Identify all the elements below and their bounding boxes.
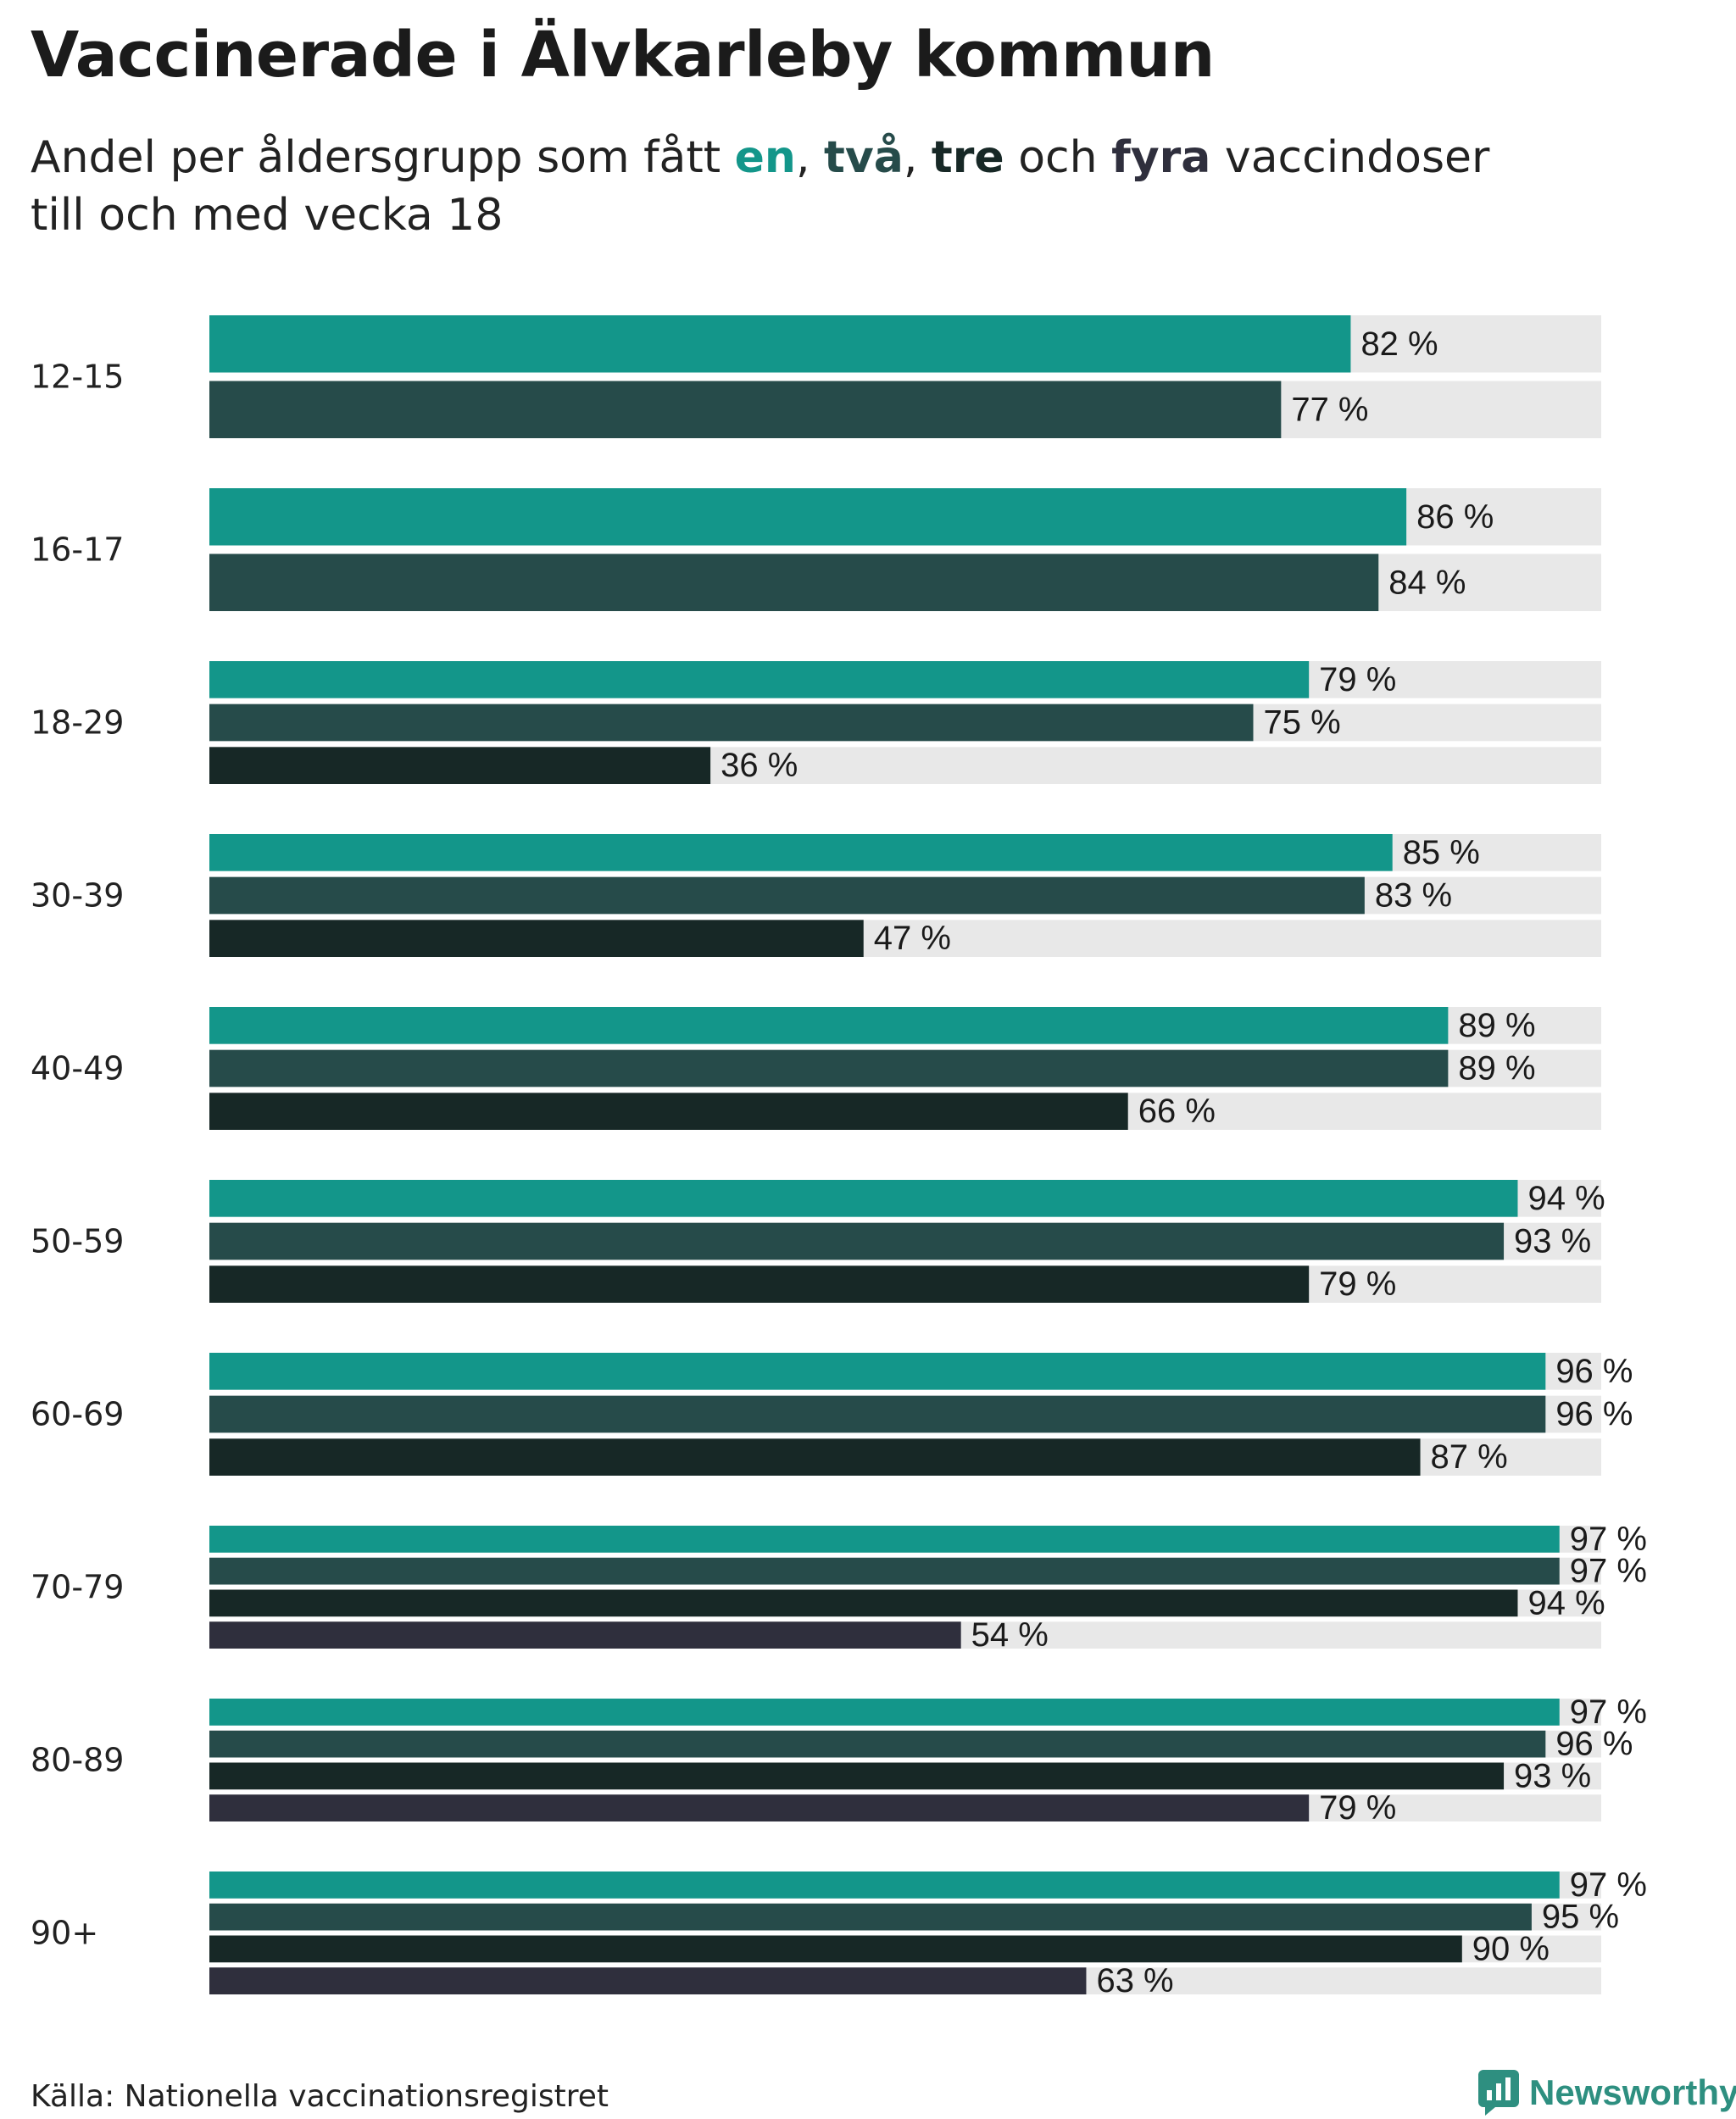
data-label: 79 %: [1319, 1265, 1396, 1303]
data-label: 96 %: [1555, 1353, 1633, 1390]
bar-chart: 12-15 82 % 77 % 16-17 86 % 84 % 18-29 79 % 75 % 3…: [31, 315, 1647, 1999]
data-label: 89 %: [1458, 1050, 1535, 1087]
bar-en: [209, 1180, 1518, 1217]
bar-tre: [209, 1589, 1518, 1617]
subtitle-conj: och: [1004, 132, 1112, 183]
bar-en: [209, 1872, 1560, 1899]
bar-tre: [209, 1438, 1421, 1476]
bar-tre: [209, 1265, 1310, 1303]
bar-två: [209, 1049, 1449, 1087]
bar-en: [209, 1353, 1546, 1390]
category-label: 18-29: [31, 704, 124, 742]
data-label: 82 %: [1360, 325, 1438, 363]
data-label: 94 %: [1527, 1584, 1605, 1621]
bar-fyra: [209, 1794, 1310, 1821]
bar-fyra: [209, 1621, 961, 1649]
category-label: 80-89: [31, 1742, 124, 1779]
chart-subtitle: Andel per åldersgrupp som fått en, två, …: [31, 129, 1489, 244]
data-label: 79 %: [1319, 661, 1396, 698]
bar-tre: [209, 920, 864, 957]
data-label: 85 %: [1403, 834, 1480, 871]
bar-två: [209, 1222, 1505, 1260]
bar-tre: [209, 747, 711, 784]
category-label: 40-49: [31, 1050, 124, 1087]
category-label: 50-59: [31, 1223, 124, 1260]
bar-två: [209, 1730, 1546, 1758]
data-label: 93 %: [1514, 1757, 1591, 1794]
data-label: 36 %: [721, 747, 798, 784]
data-label: 47 %: [874, 920, 951, 957]
data-label: 77 %: [1291, 391, 1368, 428]
source-note: Källa: Nationella vaccinationsregistret: [31, 2079, 609, 2114]
subtitle-dose-tva: två: [824, 132, 904, 183]
bar-en: [209, 1526, 1560, 1553]
data-label: 87 %: [1431, 1438, 1508, 1476]
data-label: 96 %: [1555, 1726, 1633, 1763]
bar-tre: [209, 1093, 1128, 1130]
bar-en: [209, 1007, 1449, 1044]
data-label: 86 %: [1416, 498, 1494, 536]
bar-två: [209, 1395, 1546, 1433]
category-label: 70-79: [31, 1569, 124, 1606]
data-label: 63 %: [1096, 1962, 1173, 1999]
bar-en: [209, 1699, 1560, 1726]
bar-två: [209, 1903, 1532, 1931]
brand-name: Newsworthy: [1529, 2072, 1736, 2112]
data-label: 79 %: [1319, 1789, 1396, 1827]
data-label: 96 %: [1555, 1396, 1633, 1433]
bar-två: [209, 1557, 1560, 1585]
bar-en: [209, 834, 1393, 871]
data-label: 84 %: [1388, 564, 1466, 601]
newsworthy-logo-icon: [1478, 2070, 1519, 2116]
subtitle-dose-en: en: [734, 132, 796, 183]
bar-en: [209, 661, 1310, 698]
bar-två: [209, 876, 1365, 915]
chart-title: Vaccinerade i Älvkarleby kommun: [31, 19, 1215, 92]
bar-fyra: [209, 1967, 1087, 1994]
bar-tre: [209, 1762, 1505, 1790]
subtitle-prefix: Andel per åldersgrupp som fått: [31, 132, 735, 183]
bar-två: [209, 704, 1254, 742]
brand-logo: Newsworthy: [1478, 2070, 1736, 2116]
data-label: 66 %: [1138, 1093, 1216, 1130]
data-label: 75 %: [1264, 704, 1341, 742]
subtitle-sep: ,: [903, 132, 932, 183]
data-label: 89 %: [1458, 1007, 1535, 1044]
subtitle-line2: till och med vecka 18: [31, 190, 504, 241]
category-label: 30-39: [31, 877, 124, 915]
data-label: 93 %: [1514, 1223, 1591, 1260]
data-label: 97 %: [1570, 1694, 1647, 1731]
data-label: 97 %: [1570, 1521, 1647, 1558]
bar-två: [209, 553, 1379, 611]
subtitle-suffix: vaccindoser: [1210, 132, 1490, 183]
category-label: 12-15: [31, 359, 124, 396]
data-label: 97 %: [1570, 1866, 1647, 1904]
bar-tre: [209, 1935, 1462, 1963]
category-label: 60-69: [31, 1396, 124, 1433]
data-label: 90 %: [1472, 1930, 1550, 1967]
data-label: 95 %: [1542, 1899, 1619, 1936]
category-label: 90+: [31, 1915, 98, 1952]
bar-en: [209, 315, 1351, 373]
subtitle-dose-fyra: fyra: [1111, 132, 1211, 183]
data-label: 54 %: [971, 1616, 1049, 1654]
category-label: 16-17: [31, 531, 124, 569]
data-label: 94 %: [1527, 1180, 1605, 1217]
bar-två: [209, 381, 1282, 438]
subtitle-sep: ,: [795, 132, 825, 183]
bar-en: [209, 488, 1407, 546]
subtitle-dose-tre: tre: [931, 132, 1004, 183]
data-label: 83 %: [1375, 877, 1452, 915]
data-label: 97 %: [1570, 1553, 1647, 1590]
